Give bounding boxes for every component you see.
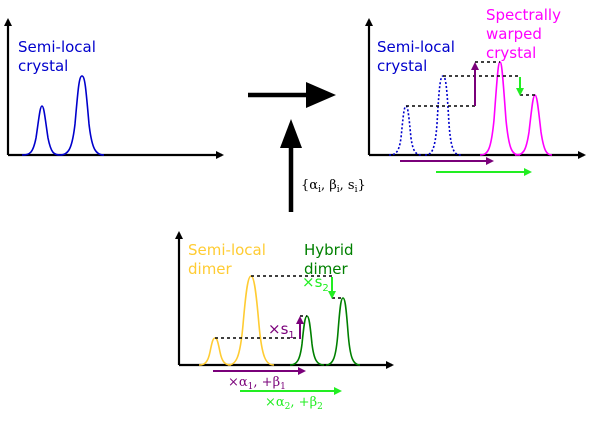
hybrid-dimer-line2: dimer: [304, 260, 349, 278]
s1-label: ×s1: [268, 320, 295, 341]
warped-label-line2: warped: [486, 25, 542, 43]
panel-label-line2: crystal: [377, 57, 427, 75]
panel-dimers: Semi-local dimer Hybrid dimer ×s1 ×s2 ×α…: [175, 231, 394, 412]
formula-2: ×α2, +β2: [265, 395, 323, 412]
warped-label-line3: crystal: [486, 44, 536, 62]
formula-1: ×α1, +β1: [228, 375, 286, 392]
dimer-semi-local-peak-1: [198, 337, 232, 366]
panel-spectrally-warped-crystal: Semi-local crystal Spectrally warped cry…: [365, 6, 586, 176]
params-label: {αi, βi, si}: [301, 178, 366, 195]
dimer-hybrid-peak-1: [289, 315, 325, 366]
panel-semi-local-crystal: Semi-local crystal: [4, 18, 224, 159]
s2-label: ×s2: [302, 273, 329, 294]
semi-local-dimer-line1: Semi-local: [188, 241, 266, 259]
spectral-peak-1: [21, 105, 61, 156]
panel-label-line1: Semi-local: [18, 38, 96, 56]
spectral-peak-2: [59, 75, 105, 156]
original-peak-2: [424, 75, 462, 156]
up-arrow-icon: [280, 119, 302, 212]
hybrid-dimer-line1: Hybrid: [304, 241, 354, 259]
warped-peak-2: [514, 94, 553, 156]
right-arrow-icon: [248, 82, 336, 108]
warped-label-line1: Spectrally: [486, 6, 561, 24]
panel-label-line1: Semi-local: [377, 38, 455, 56]
panel-label-line2: crystal: [18, 57, 68, 75]
dimer-hybrid-peak-2: [325, 297, 361, 366]
original-peak-1: [388, 105, 423, 156]
semi-local-dimer-line2: dimer: [188, 260, 233, 278]
